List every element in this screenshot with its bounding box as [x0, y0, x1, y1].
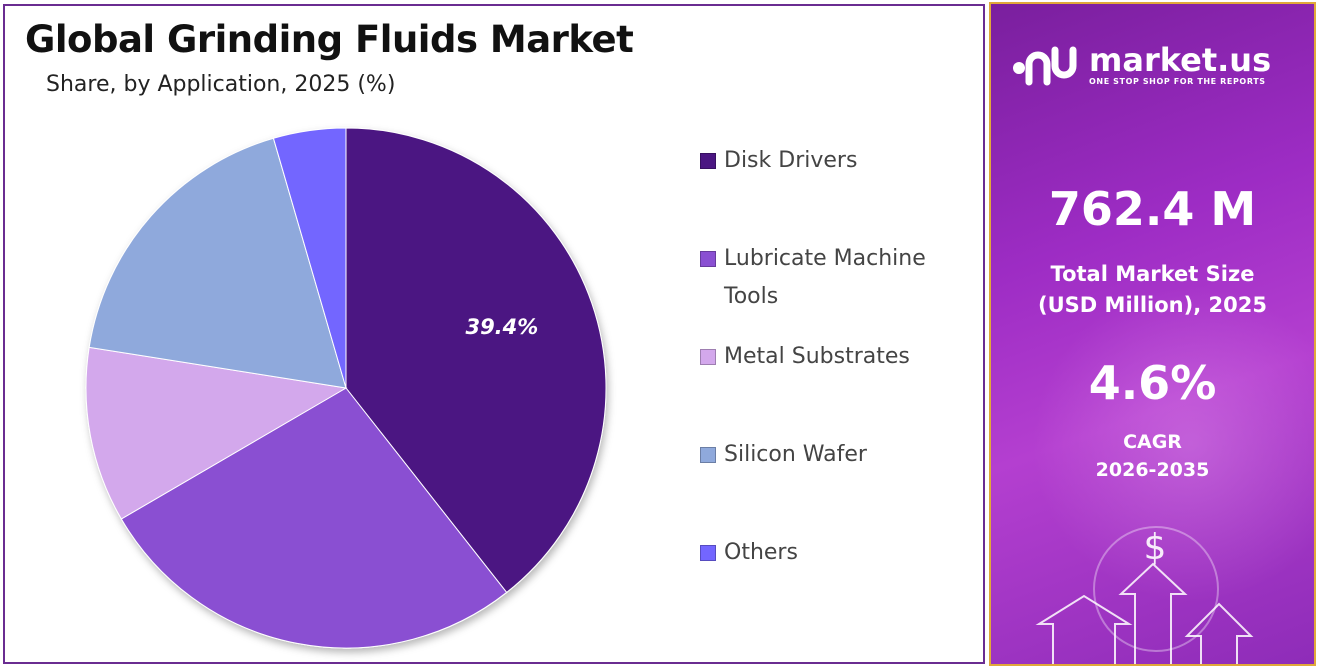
legend-swatch — [700, 251, 716, 267]
legend-swatch — [700, 349, 716, 365]
market-size-label-line1: Total Market Size — [1050, 262, 1255, 286]
legend-label: Disk Drivers — [724, 148, 858, 173]
growth-decoration: $ — [1035, 526, 1254, 664]
arrow-up-left-icon — [1035, 594, 1133, 664]
legend-label: Others — [724, 540, 798, 565]
chart-title: Global Grinding Fluids Market — [25, 18, 634, 61]
market-size-value: 762.4 M — [1048, 182, 1257, 236]
data-label-disk-drivers: 39.4% — [465, 315, 538, 339]
cagr-label-line2: 2026-2035 — [1095, 459, 1210, 481]
pie-slice-others — [272, 127, 347, 389]
coin-outline-icon — [1093, 526, 1219, 652]
side-panel: market.us ONE STOP SHOP FOR THE REPORTS … — [989, 2, 1316, 666]
chart-subtitle: Share, by Application, 2025 (%) — [46, 72, 396, 97]
legend-item-lubricate-machine-tools: Lubricate Machine Tools — [700, 240, 964, 316]
brand-logo: market.us ONE STOP SHOP FOR THE REPORTS — [1011, 42, 1271, 86]
market-us-logo-icon — [1013, 46, 1077, 86]
pie-slice-metal-substrates — [85, 346, 348, 520]
pie-chart: 39.4% — [85, 127, 607, 649]
legend-label: Lubricate Machine Tools — [724, 246, 926, 309]
background-haze — [1031, 284, 1314, 604]
market-size-label-line2: (USD Million), 2025 — [1038, 293, 1267, 317]
legend-label: Metal Substrates — [724, 344, 910, 369]
arrow-up-center-icon — [1118, 562, 1188, 664]
brand-tagline: ONE STOP SHOP FOR THE REPORTS — [1089, 76, 1266, 86]
pie-slice-silicon-wafer — [88, 137, 347, 389]
legend-swatch — [700, 545, 716, 561]
brand-name: market.us — [1089, 40, 1272, 79]
dollar-sign-icon: $ — [1144, 527, 1167, 568]
legend-item-disk-drivers: Disk Drivers — [700, 142, 857, 180]
legend-swatch — [700, 447, 716, 463]
legend-label: Silicon Wafer — [724, 442, 867, 467]
pie-slice-disk-drivers — [345, 127, 607, 594]
cagr-value: 4.6% — [1088, 356, 1217, 410]
arrow-up-right-icon — [1184, 602, 1254, 664]
cagr-label-line1: CAGR — [1123, 431, 1182, 453]
legend-item-metal-substrates: Metal Substrates — [700, 338, 910, 376]
legend-item-others: Others — [700, 534, 798, 572]
pie-slice-lubricate-machine-tools — [120, 387, 508, 649]
legend-swatch — [700, 153, 716, 169]
legend-item-silicon-wafer: Silicon Wafer — [700, 436, 867, 474]
